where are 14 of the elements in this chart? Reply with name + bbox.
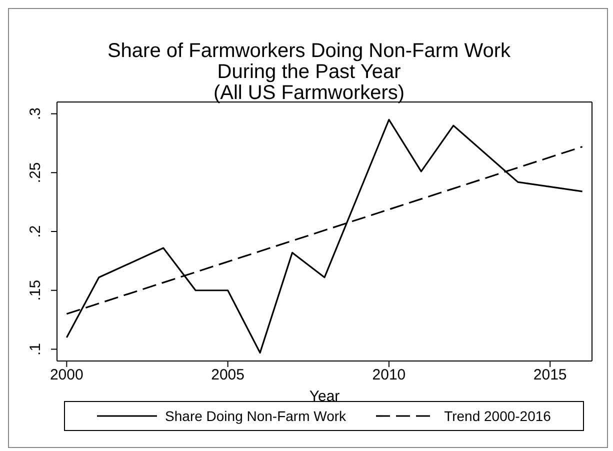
legend-label: Trend 2000-2016 [444,408,551,424]
x-tick-label: 2000 [50,366,84,384]
y-tick-label: .15 [27,280,44,301]
y-tick-label: .3 [27,108,44,120]
x-tick-label: 2005 [211,366,244,384]
x-tick-label: 2010 [372,366,406,384]
x-tick-label: 2015 [533,366,567,384]
line-series [66,118,584,354]
chart-title: Share of Farmworkers Doing Non-Farm Work During the Past Year (All US Farmworkers) [106,40,512,104]
y-tick-label: .2 [27,225,44,238]
x-axis-title: Year [309,388,340,405]
y-tick-label: .25 [27,162,44,184]
y-tick-label: .1 [27,342,44,356]
legend-label: Share Doing Non-Farm Work [165,408,346,424]
